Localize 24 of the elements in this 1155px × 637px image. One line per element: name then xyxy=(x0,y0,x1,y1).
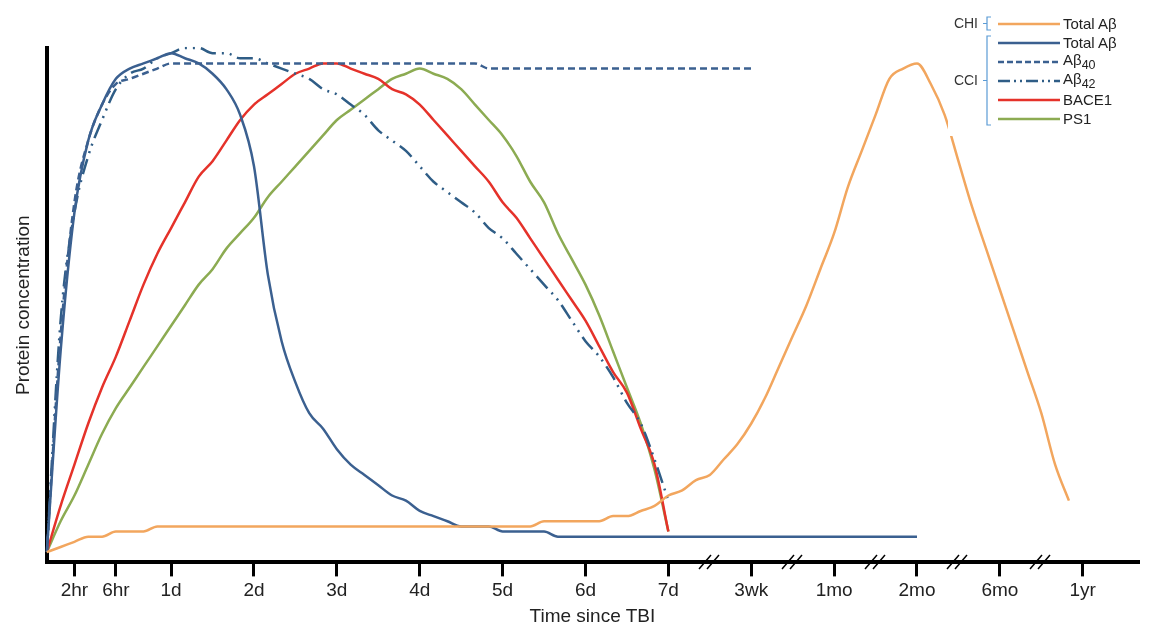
x-tick-label: 7d xyxy=(657,579,679,601)
legend-label: Aβ$_{40}$ xyxy=(1063,51,1096,72)
y-axis-title: Protein concentration xyxy=(11,215,33,395)
legend-label: Total Aβ xyxy=(1063,34,1117,51)
annotation: CCI xyxy=(952,71,978,88)
x-tick-label: 6mo xyxy=(981,579,1019,601)
legend-label: PS1 xyxy=(1063,110,1092,127)
x-tick-label: 2d xyxy=(243,579,265,601)
legend-label: Aβ$_{42}$ xyxy=(1063,70,1096,91)
legend-label: Total Aβ xyxy=(1063,15,1117,32)
x-tick-label: 1yr xyxy=(1069,579,1097,601)
x-tick-label: 5d xyxy=(492,579,514,601)
x-tick-label: 6hr xyxy=(102,579,131,601)
x-axis-title: Time since TBI xyxy=(529,604,656,626)
legend-label: BACE1 xyxy=(1063,91,1113,108)
x-tick-label: 1d xyxy=(160,579,182,601)
x-tick-label: 4d xyxy=(409,579,431,601)
x-tick-label: 2hr xyxy=(60,579,89,601)
text: CHI xyxy=(952,14,978,31)
x-tick-label: 2mo xyxy=(898,579,936,601)
x-tick-label: 1mo xyxy=(815,579,853,601)
x-tick-label: 3wk xyxy=(734,579,769,601)
x-tick-label: 3d xyxy=(326,579,348,601)
x-tick-label: 6d xyxy=(574,579,597,601)
